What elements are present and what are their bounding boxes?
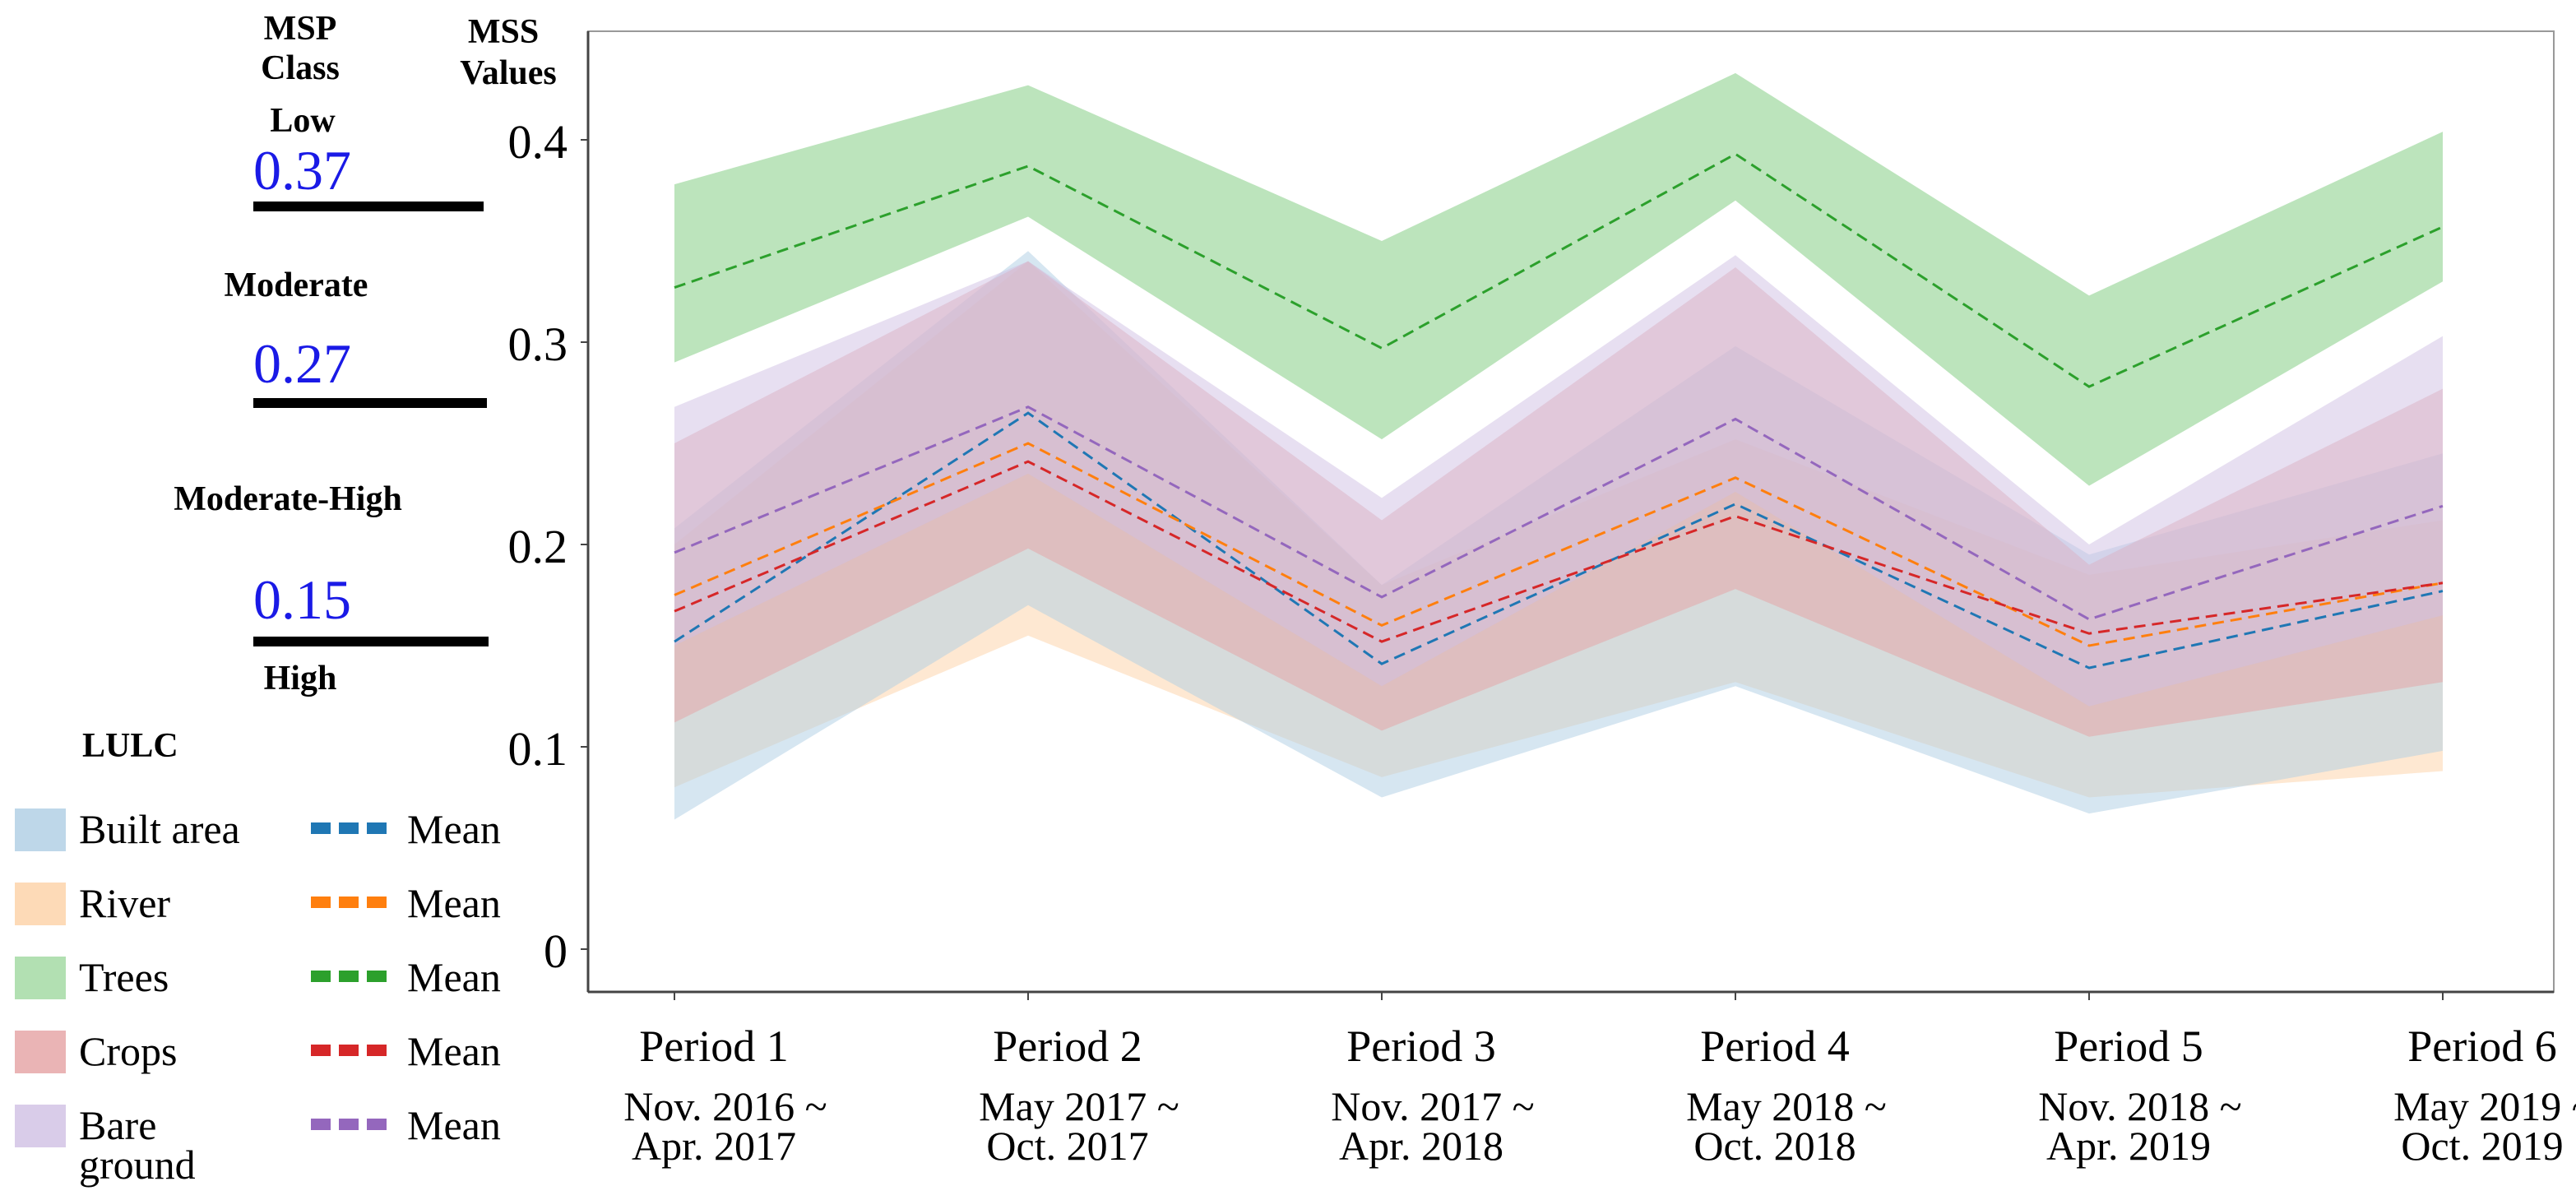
legend-rows: Built area Mean River Mean Trees Mean Crops Mea… (15, 806, 501, 1188)
y-tick-label: 0 (544, 924, 568, 978)
x-tick-layer: Period 1 Nov. 2016 ~Apr. 2017 Period 2 May … (623, 992, 2576, 1169)
x-tick-label: Period 1 (639, 1022, 789, 1071)
x-tick-range: Oct. 2018 (1693, 1123, 1856, 1169)
mean-line-layer (674, 152, 2444, 669)
legend-swatch (15, 957, 66, 999)
msp-class-moderate: Moderate (225, 266, 368, 304)
band-bare-ground (674, 255, 2443, 707)
msp-header-line-1: MSP (264, 10, 337, 48)
band-trees (674, 72, 2443, 486)
legend-mean-label: Mean (407, 806, 501, 852)
x-tick-range: May 2019 ~ (2393, 1083, 2576, 1129)
msp-threshold-moderate: 0.27 (253, 332, 351, 395)
msp-class-high: High (264, 660, 337, 697)
y-axis-title-line-2: Values (460, 54, 557, 92)
x-tick-label: Period 3 (1346, 1022, 1496, 1071)
x-tick-range: Nov. 2017 ~ (1331, 1083, 1534, 1129)
legend-label: River (79, 880, 170, 926)
x-tick-range: Oct. 2019 (2401, 1123, 2563, 1169)
x-tick-range: Apr. 2019 (2046, 1123, 2211, 1169)
mean-line-river (674, 442, 2444, 647)
x-tick-range: Nov. 2016 ~ (623, 1083, 827, 1129)
msp-threshold-bar (253, 637, 489, 646)
x-tick-label: Period 2 (993, 1022, 1142, 1071)
msp-threshold-moderate-high: 0.15 (253, 568, 351, 631)
y-tick-layer: 0 0.1 0.2 0.3 0.4 (508, 115, 588, 978)
legend-mean-label: Mean (407, 1102, 501, 1148)
legend-swatch (15, 1031, 66, 1073)
y-tick-label: 0.3 (508, 317, 568, 371)
mean-line-crops (674, 460, 2444, 643)
x-tick-range: Oct. 2017 (986, 1123, 1148, 1169)
msp-class-moderate-high: Moderate-High (174, 480, 402, 518)
x-tick-label: Period 6 (2407, 1022, 2557, 1071)
msp-threshold-bar (253, 398, 487, 408)
x-tick-label: Period 5 (2054, 1022, 2203, 1071)
msp-threshold-bar (253, 202, 484, 211)
legend-label: Trees (79, 954, 169, 1000)
msp-header-line-2: Class (261, 49, 340, 87)
legend: LULC Built area Mean River Mean Trees Mean Cro… (15, 727, 501, 1188)
x-tick-range: Apr. 2018 (1339, 1123, 1503, 1169)
legend-swatch (15, 808, 66, 851)
y-axis-title-line-1: MSS (468, 13, 539, 51)
legend-mean-label: Mean (407, 880, 501, 926)
legend-swatch (15, 1105, 66, 1147)
msp-class-panel: MSP Class Low 0.37 Moderate 0.27 Moderat… (174, 10, 489, 697)
legend-label: Built area (79, 806, 240, 852)
msp-class-low: Low (270, 102, 336, 140)
msp-threshold-low: 0.37 (253, 139, 351, 202)
x-tick-label: Period 4 (1700, 1022, 1850, 1071)
x-tick-range: Apr. 2017 (632, 1123, 796, 1169)
legend-title: LULC (82, 727, 178, 765)
x-tick-range: May 2017 ~ (979, 1083, 1179, 1129)
x-tick-range: Nov. 2018 ~ (2038, 1083, 2241, 1129)
legend-mean-label: Mean (407, 1028, 501, 1074)
legend-mean-label: Mean (407, 954, 501, 1000)
y-tick-label: 0.4 (508, 115, 568, 169)
legend-label: ground (79, 1142, 196, 1188)
band-layer (674, 72, 2443, 820)
legend-swatch (15, 883, 66, 925)
y-tick-label: 0.1 (508, 722, 568, 776)
mean-line-trees (674, 152, 2444, 388)
legend-label: Bare (79, 1102, 156, 1148)
y-tick-label: 0.2 (508, 520, 568, 573)
legend-label: Crops (79, 1028, 177, 1074)
mean-line-bare-ground (674, 405, 2444, 621)
x-tick-range: May 2018 ~ (1686, 1083, 1887, 1129)
mean-line-built-area (674, 411, 2444, 669)
